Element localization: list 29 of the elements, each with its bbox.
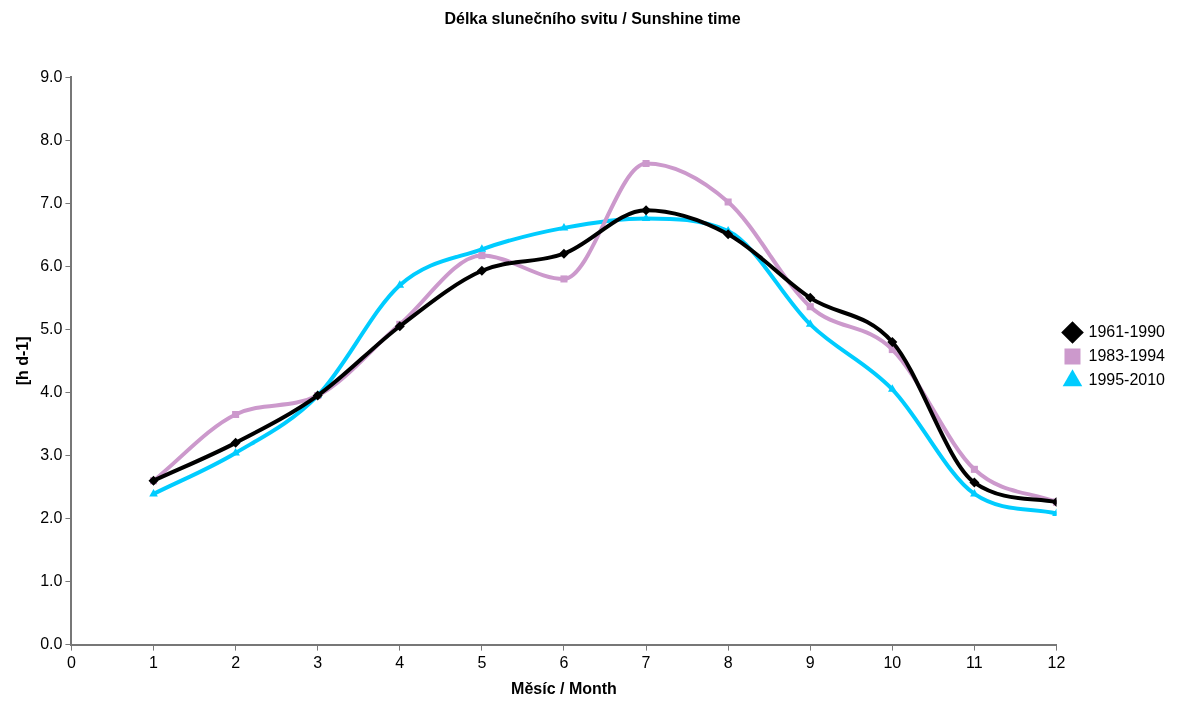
x-tick-label: 10 bbox=[883, 653, 902, 671]
x-tick-label: 9 bbox=[805, 653, 815, 671]
x-tick-label: 7 bbox=[641, 653, 651, 671]
x-tick-label: 8 bbox=[723, 653, 733, 671]
y-axis-title: [h d-1] bbox=[14, 336, 32, 386]
y-tick-label: 4.0 bbox=[40, 382, 63, 400]
x-tick-label: 1 bbox=[149, 653, 159, 671]
x-tick-label: 0 bbox=[66, 653, 76, 671]
legend-label: 1961-1990 bbox=[1088, 322, 1166, 340]
y-tick-label: 6.0 bbox=[40, 256, 63, 274]
y-tick-label: 5.0 bbox=[40, 319, 63, 337]
legend-label: 1995-2010 bbox=[1088, 370, 1166, 388]
y-tick-label: 1.0 bbox=[40, 571, 63, 589]
legend-label: 1983-1994 bbox=[1088, 346, 1166, 364]
y-tick-label: 7.0 bbox=[40, 193, 63, 211]
y-tick-label: 2.0 bbox=[40, 508, 63, 526]
y-tick-label: 0.0 bbox=[40, 635, 63, 653]
x-tick-label: 4 bbox=[395, 653, 405, 671]
y-tick-label: 3.0 bbox=[40, 445, 63, 463]
x-tick-label: 11 bbox=[966, 653, 983, 671]
x-tick-label: 6 bbox=[559, 653, 569, 671]
x-axis-title: Měsíc / Month bbox=[511, 679, 617, 697]
x-tick-label: 2 bbox=[231, 653, 241, 671]
y-tick-label: 8.0 bbox=[40, 130, 63, 148]
x-tick-label: 3 bbox=[313, 653, 323, 671]
y-tick-label: 9.0 bbox=[40, 67, 63, 85]
x-tick-label: 5 bbox=[477, 653, 487, 671]
chart-title: Délka slunečního svitu / Sunshine time bbox=[444, 10, 741, 28]
x-tick-label: 12 bbox=[1047, 653, 1066, 671]
